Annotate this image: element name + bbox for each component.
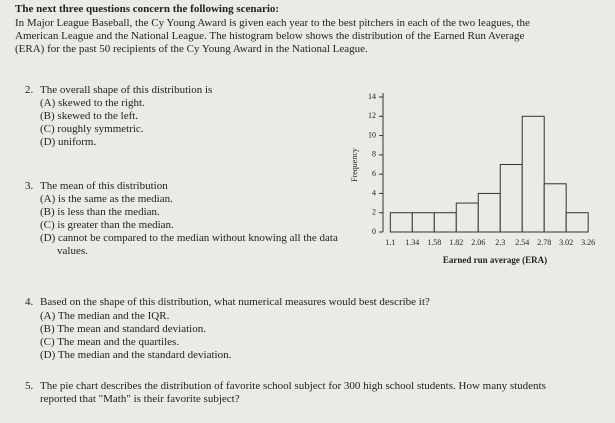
x-tick-label: 1.58 bbox=[427, 238, 441, 247]
bar bbox=[565, 212, 589, 233]
x-tick-label: 1.1 bbox=[385, 238, 395, 247]
bar bbox=[389, 212, 413, 233]
bar bbox=[477, 192, 501, 233]
question-number: 3. bbox=[25, 180, 34, 192]
option[interactable]: (C) roughly symmetric. bbox=[40, 123, 144, 135]
option[interactable]: (B) is less than the median. bbox=[40, 206, 160, 218]
x-tick-label: 3.02 bbox=[559, 238, 573, 247]
text-line: American League and the National League.… bbox=[15, 30, 525, 42]
bar bbox=[411, 212, 435, 233]
y-tick-label: 6 bbox=[372, 169, 376, 178]
y-tick-label: 4 bbox=[372, 188, 376, 197]
y-axis-label: Frequency bbox=[350, 148, 359, 182]
x-tick-label: 1.34 bbox=[405, 238, 419, 247]
option[interactable]: (A) skewed to the right. bbox=[40, 97, 145, 109]
x-tick-label: 3.26 bbox=[581, 238, 595, 247]
bar bbox=[455, 202, 479, 233]
bar bbox=[499, 164, 523, 233]
y-tick-label: 8 bbox=[372, 150, 376, 159]
option[interactable]: (B) skewed to the left. bbox=[40, 110, 139, 122]
option[interactable]: (D) cannot be compared to the median wit… bbox=[40, 232, 338, 257]
text-line: In Major League Baseball, the Cy Young A… bbox=[15, 17, 530, 29]
bar bbox=[543, 183, 567, 233]
option[interactable]: (B) The mean and standard deviation. bbox=[40, 323, 206, 335]
histogram: Frequency Earned run average (ERA) 0 2 4 6 8… bbox=[350, 92, 595, 265]
question-number: 5. bbox=[25, 380, 34, 392]
heading: The next three questions concern the fol… bbox=[15, 3, 280, 15]
y-tick-label: 10 bbox=[368, 130, 376, 139]
x-tick-label: 2.78 bbox=[537, 238, 551, 247]
bar bbox=[433, 212, 457, 233]
y-tick-label: 2 bbox=[372, 208, 376, 217]
text-line: (ERA) for the past 50 recipients of the … bbox=[15, 43, 368, 55]
x-tick-label: 2.06 bbox=[471, 238, 485, 247]
y-tick-label: 14 bbox=[368, 92, 376, 101]
question-stem: Based on the shape of this distribution,… bbox=[40, 296, 430, 308]
x-tick-label: 2.54 bbox=[515, 238, 529, 247]
x-tick-label: 1.82 bbox=[449, 238, 463, 247]
question-stem: The overall shape of this distribution i… bbox=[40, 84, 213, 96]
option[interactable]: (C) is greater than the median. bbox=[40, 219, 174, 231]
option[interactable]: (A) The median and the IQR. bbox=[40, 310, 170, 322]
question-stem: reported that "Math" is their favorite s… bbox=[40, 393, 240, 405]
bar bbox=[521, 115, 545, 233]
question-stem: The mean of this distribution bbox=[40, 180, 168, 192]
question-stem: The pie chart describes the distribution… bbox=[40, 380, 546, 392]
question-number: 4. bbox=[25, 296, 34, 308]
y-tick-label: 0 bbox=[372, 227, 376, 236]
option[interactable]: (A) is the same as the median. bbox=[40, 193, 173, 205]
x-tick-label: 2.3 bbox=[495, 238, 505, 247]
x-axis-label: Earned run average (ERA) bbox=[443, 255, 547, 265]
option[interactable]: (C) The mean and the quartiles. bbox=[40, 336, 180, 348]
option[interactable]: (D) uniform. bbox=[40, 136, 97, 148]
y-tick-label: 12 bbox=[368, 111, 376, 120]
option[interactable]: (D) The median and the standard deviatio… bbox=[40, 349, 232, 361]
question-number: 2. bbox=[25, 84, 34, 96]
